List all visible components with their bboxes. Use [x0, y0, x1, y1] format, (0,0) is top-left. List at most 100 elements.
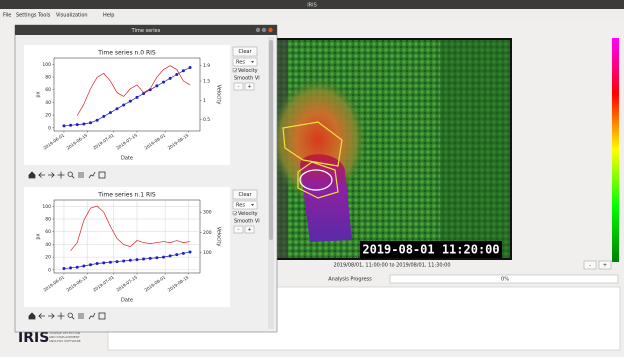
menu-item[interactable]: Help [103, 13, 114, 19]
timestamp: 2019-08-01 11:20:00 [362, 243, 499, 257]
y2-tick-label: 300 [203, 210, 212, 216]
series-marker [155, 256, 158, 259]
y-tick-label: 60 [45, 229, 51, 235]
chart-title: Time series n.1 RIS [97, 192, 156, 199]
y-tick-label: 80 [45, 75, 51, 81]
button-label[interactable]: + [603, 263, 607, 269]
series-marker [142, 258, 145, 261]
plot-panel [24, 187, 230, 307]
series-marker [189, 66, 192, 69]
progress-value: 0% [501, 277, 509, 283]
menu-item[interactable]: Visualization [56, 13, 88, 19]
series-marker [162, 256, 165, 259]
maximize-button[interactable] [262, 28, 266, 32]
series-marker [109, 111, 112, 114]
y-tick-label: 20 [45, 113, 51, 119]
chart-title: Time series n.0 RIS [97, 50, 156, 57]
series-marker [69, 266, 72, 269]
series-marker [162, 81, 165, 84]
menu-bar [0, 9, 624, 20]
series-marker [96, 262, 99, 265]
series-marker [96, 119, 99, 122]
series-marker [169, 77, 172, 80]
series-marker [155, 84, 158, 87]
window-title: IRIS [307, 2, 317, 8]
series-marker [89, 121, 92, 124]
button-label[interactable]: - [238, 227, 240, 233]
y-tick-label: 40 [45, 242, 51, 248]
series-marker [116, 107, 119, 110]
series-marker [149, 257, 152, 260]
x-axis-label: Date [121, 156, 133, 162]
series-marker [69, 124, 72, 127]
select-label[interactable]: Res [236, 60, 245, 66]
checkbox-label[interactable]: Velocity [238, 211, 258, 217]
dialog-title: Time series [131, 28, 161, 34]
y2-tick-label: 1 [203, 98, 206, 104]
series-marker [122, 259, 125, 262]
button-label[interactable]: Clear [238, 49, 252, 55]
logo: IRIS [18, 330, 49, 346]
time-range: 2019/08/01, 11:00:00 to 2019/08/01, 11:3… [333, 263, 450, 269]
checkbox-label[interactable]: Velocity [238, 68, 258, 74]
screen: IRIS 2019-08-01 11:20:00 2019/08/01, 11:… [0, 0, 624, 357]
series-marker [182, 69, 185, 72]
y2-tick-label: 1.9 [203, 63, 210, 69]
series-marker [129, 259, 132, 262]
series-marker [89, 263, 92, 266]
y2-tick-label: 1.5 [203, 79, 210, 85]
button-label[interactable]: - [589, 263, 591, 269]
series-marker [102, 261, 105, 264]
y-tick-label: 0 [48, 267, 51, 273]
button-label[interactable]: + [247, 84, 251, 90]
y-tick-label: 100 [42, 204, 51, 210]
series-marker [62, 124, 65, 127]
series-marker [175, 73, 178, 76]
series-marker [129, 100, 132, 103]
y2-axis-label: Velocity [216, 85, 222, 105]
image-forest [440, 40, 510, 258]
menu-item[interactable]: Settings [16, 13, 37, 19]
series-marker [76, 266, 79, 269]
y-tick-label: 60 [45, 87, 51, 93]
y2-axis-label: Velocity [216, 227, 222, 247]
series-marker [82, 265, 85, 268]
button-label[interactable]: - [238, 84, 240, 90]
select-label[interactable]: Res [236, 203, 245, 209]
scrollbar-thumb[interactable] [269, 40, 273, 240]
smooth-label: Smooth Vl [234, 219, 260, 225]
y2-tick-label: 100 [203, 250, 212, 256]
series-marker [102, 115, 105, 118]
y-tick-label: 100 [42, 62, 51, 68]
series-marker [62, 267, 65, 270]
series-marker [135, 96, 138, 99]
y-tick-label: 20 [45, 255, 51, 261]
plot-panel [24, 45, 230, 165]
series-marker [189, 251, 192, 254]
series-marker [175, 253, 178, 256]
menu-item[interactable]: Tools [37, 13, 51, 19]
button-label[interactable]: + [247, 227, 251, 233]
y-axis-label: px [36, 91, 42, 97]
series-marker [116, 260, 119, 263]
menu-item[interactable]: File [3, 13, 11, 19]
y2-tick-label: 200 [203, 230, 212, 236]
y-tick-label: 40 [45, 100, 51, 106]
smooth-label: Smooth Vl [234, 76, 260, 82]
progress-label: Analysis Progress [328, 277, 372, 283]
x-axis-label: Date [121, 298, 133, 304]
y-tick-label: 80 [45, 217, 51, 223]
series-marker [169, 254, 172, 257]
logo-tagline: ANALYSIS SOFTWARE [49, 339, 81, 343]
series-marker [76, 123, 79, 126]
series-marker [122, 103, 125, 106]
page: { "window": {"title": "IRIS"}, "menu": [… [0, 0, 624, 357]
y-axis-label: px [36, 233, 42, 239]
series-marker [82, 123, 85, 126]
y-tick-label: 0 [48, 125, 51, 131]
minimize-button[interactable] [256, 28, 260, 32]
button-label[interactable]: Clear [238, 192, 252, 198]
colorbar [612, 38, 619, 262]
close-button[interactable] [268, 28, 272, 32]
y2-tick-label: 0.5 [203, 117, 210, 123]
